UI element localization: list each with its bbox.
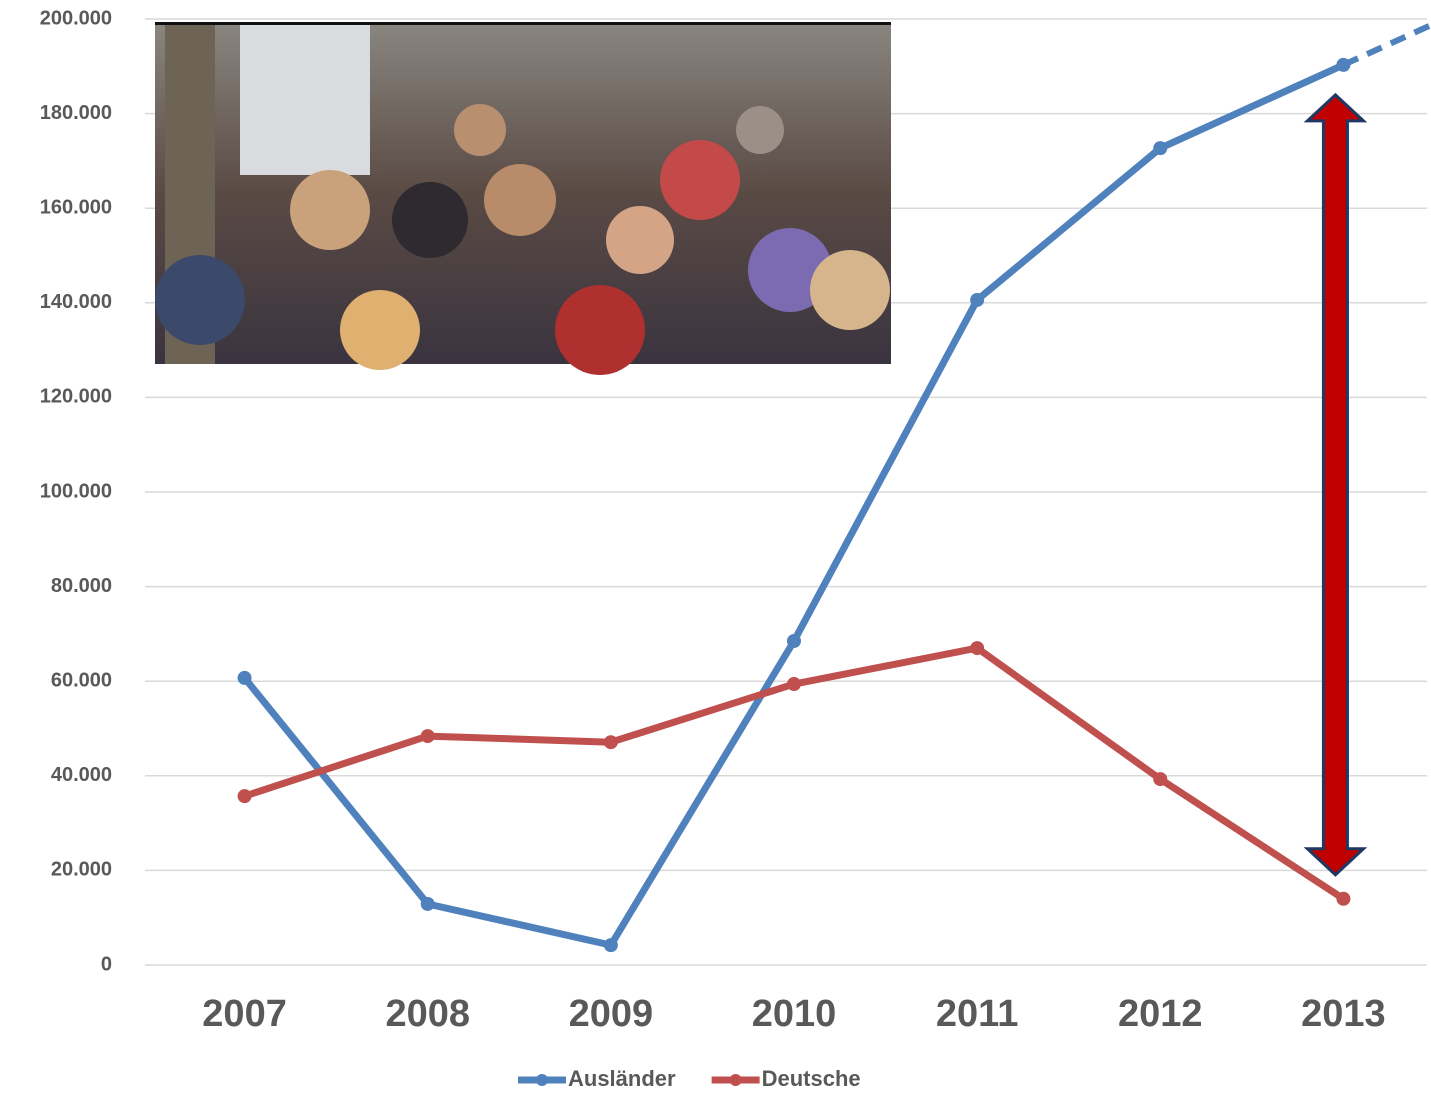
point	[237, 670, 252, 685]
point	[1336, 891, 1351, 906]
point	[603, 938, 618, 953]
point	[970, 292, 985, 307]
point	[1153, 772, 1168, 787]
y-tick-label: 60.000	[51, 669, 112, 691]
legend-label: Ausländer	[568, 1066, 676, 1091]
y-tick-label: 140.000	[40, 291, 112, 313]
y-tick-label: 80.000	[51, 575, 112, 597]
y-tick-label: 180.000	[40, 102, 112, 124]
y-tick-label: 100.000	[40, 480, 112, 502]
legend-label: Deutsche	[762, 1066, 861, 1091]
x-tick-label: 2008	[385, 993, 470, 1035]
point	[603, 735, 618, 750]
legend-marker	[536, 1074, 548, 1086]
difference-arrow	[1303, 92, 1368, 877]
legend-marker	[729, 1074, 742, 1086]
photo	[155, 22, 891, 375]
point	[237, 789, 252, 804]
x-tick-label: 2007	[202, 993, 287, 1035]
x-tick-label: 2010	[752, 993, 837, 1035]
x-tick-label: 2011	[936, 993, 1018, 1035]
x-tick-label: 2009	[569, 993, 654, 1035]
point	[420, 896, 435, 911]
y-tick-label: 120.000	[40, 386, 112, 408]
y-tick-label: 0	[101, 953, 112, 975]
point	[787, 677, 801, 692]
point	[1153, 141, 1168, 156]
y-tick-label: 20.000	[51, 859, 112, 881]
point	[787, 633, 801, 648]
y-tick-label: 160.000	[40, 196, 112, 218]
y-tick-label: 40.000	[51, 764, 112, 786]
x-tick-label: 2012	[1118, 993, 1203, 1035]
trend-extension	[1342, 22, 1431, 68]
y-tick-label: 200.000	[40, 7, 112, 29]
point	[420, 729, 435, 744]
x-tick-label: 2013	[1301, 993, 1386, 1035]
point	[970, 641, 985, 656]
